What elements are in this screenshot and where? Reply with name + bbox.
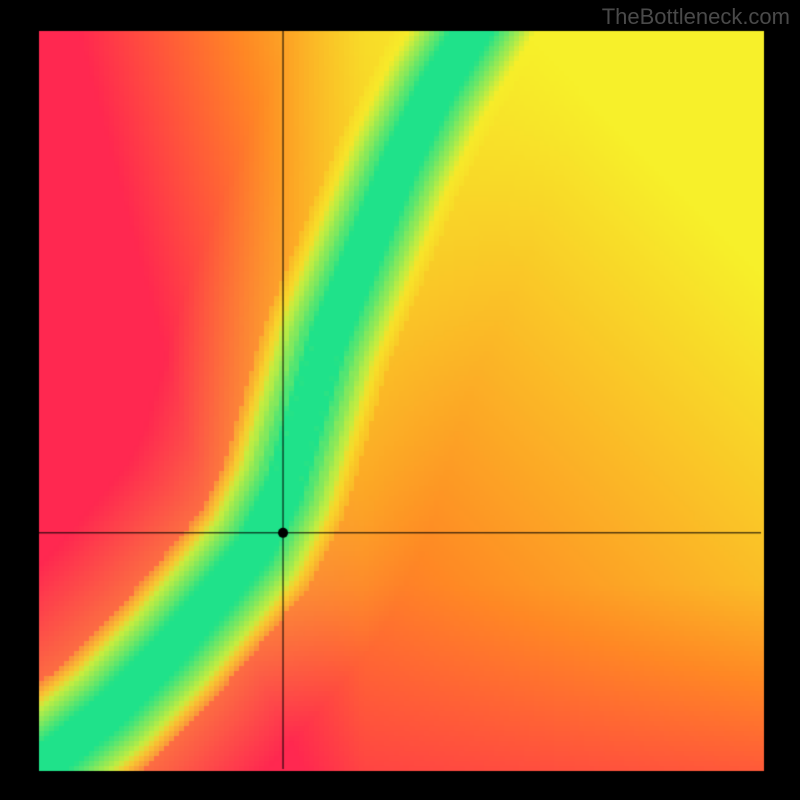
watermark-text: TheBottleneck.com xyxy=(602,4,790,30)
bottleneck-heatmap xyxy=(0,0,800,800)
